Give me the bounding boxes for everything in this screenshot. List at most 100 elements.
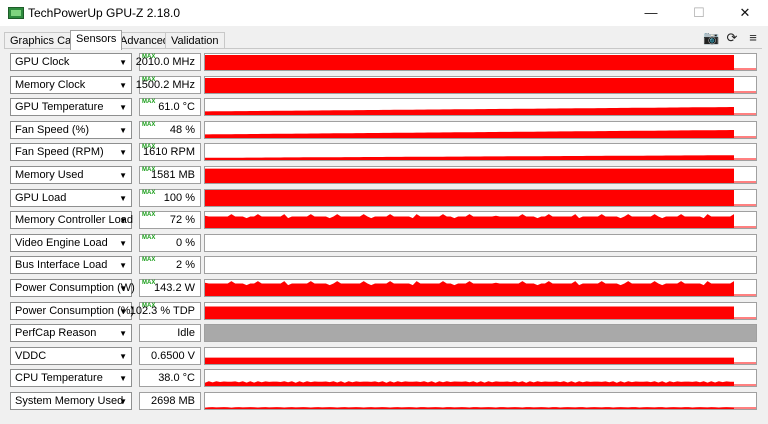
sensor-value: 1581 MB — [150, 169, 195, 181]
sensor-graph-plot — [205, 189, 756, 206]
sensor-value-box: MAX 2010.0 MHz — [135, 53, 201, 71]
refresh-icon[interactable]: ⟳ — [726, 30, 738, 45]
tab-graphics-card[interactable]: Graphics Card — [4, 32, 87, 49]
sensor-name-dropdown[interactable]: Power Consumption (W) ▼ — [10, 279, 135, 297]
dropdown-arrow-icon: ▼ — [119, 171, 127, 180]
dropdown-arrow-icon: ▼ — [119, 216, 127, 226]
sensor-graph — [204, 392, 757, 410]
sensor-name-dropdown[interactable]: GPU Temperature ▼ — [10, 98, 132, 117]
sensor-graph-area — [205, 381, 734, 387]
maximize-button[interactable]: ☐ — [693, 5, 705, 20]
sensor-name-dropdown[interactable]: Power Consumption (%) ▼ — [10, 301, 135, 320]
sensor-value-box: MAX 48 % — [139, 120, 201, 139]
sensor-graph-plot — [205, 155, 756, 161]
max-badge: MAX — [142, 189, 156, 196]
sensor-name-dropdown[interactable]: Memory Used ▼ — [10, 166, 132, 184]
sensor-value: 48 % — [169, 123, 195, 136]
sensor-name-label: VDDC — [15, 349, 47, 362]
sensor-name-dropdown[interactable]: CPU Temperature ▼ — [10, 369, 132, 388]
sensor-value-box: Idle — [139, 324, 201, 343]
sensor-name-dropdown[interactable]: Bus Interface Load ▼ — [10, 256, 132, 275]
max-badge: MAX — [142, 99, 156, 106]
sensor-graph-plot — [205, 381, 756, 387]
sensor-graph-plot — [205, 306, 756, 319]
sensor-name-dropdown[interactable]: Fan Speed (RPM) ▼ — [10, 143, 132, 162]
sensor-value: 0 % — [176, 236, 195, 249]
sensor-graph-plot — [205, 77, 756, 93]
tab-validation[interactable]: Validation — [165, 32, 225, 49]
sensor-graph-area — [205, 129, 734, 138]
sensor-value: 2010.0 MHz — [135, 56, 195, 68]
sensor-row-memory-used: Memory Used ▼ MAX 1581 MB — [10, 166, 758, 185]
sensor-value: 143.2 W — [154, 282, 195, 294]
sensor-row-video-engine-load: Video Engine Load ▼ MAX 0 % — [10, 233, 758, 253]
sensor-graph — [204, 53, 757, 71]
sensor-graph-plot — [205, 281, 756, 296]
sensor-graph-area — [205, 357, 734, 364]
dropdown-arrow-icon: ▼ — [119, 329, 127, 339]
dropdown-arrow-icon: ▼ — [119, 261, 127, 271]
close-button[interactable]: ✕ — [739, 5, 751, 20]
sensor-name-dropdown[interactable]: Memory Clock ▼ — [10, 75, 132, 94]
sensor-value: 2698 MB — [150, 395, 195, 407]
sensor-name-dropdown[interactable]: Fan Speed (%) ▼ — [10, 120, 132, 139]
sensor-graph-area — [205, 306, 734, 319]
dropdown-arrow-icon: ▼ — [119, 80, 127, 90]
sensor-value: 100 % — [163, 191, 195, 204]
sensor-value: 0.6500 V — [150, 349, 195, 362]
sensor-graph-plot — [205, 107, 756, 116]
dropdown-arrow-icon: ▼ — [119, 351, 127, 361]
sensor-row-memory-controller-load: Memory Controller Load ▼ MAX 72 % — [10, 211, 758, 230]
max-badge: MAX — [142, 302, 156, 309]
sensor-name-dropdown[interactable]: GPU Clock ▼ — [10, 53, 132, 71]
max-badge: MAX — [142, 167, 156, 173]
sensor-value-box: MAX 72 % — [139, 211, 201, 230]
sensor-graph — [204, 301, 757, 320]
sensor-graph-area — [205, 168, 734, 183]
minimize-button[interactable]: — — [644, 5, 658, 20]
sensor-row-gpu-temperature: GPU Temperature ▼ MAX 61.0 °C — [10, 98, 758, 117]
tab-sensors[interactable]: Sensors — [70, 30, 123, 50]
sensor-graph — [204, 279, 757, 297]
sensor-name-label: CPU Temperature — [15, 372, 103, 385]
sensor-graph — [204, 346, 757, 365]
tab-panel-border — [4, 48, 762, 49]
sensor-row-cpu-temperature: CPU Temperature ▼ 38.0 °C — [10, 369, 758, 388]
sensor-name-label: Power Consumption (%) — [15, 304, 135, 317]
max-badge: MAX — [142, 76, 156, 83]
sensor-value: 38.0 °C — [158, 372, 195, 385]
sensor-name-dropdown[interactable]: VDDC ▼ — [10, 346, 132, 365]
sensor-name-dropdown[interactable]: PerfCap Reason ▼ — [10, 324, 132, 343]
sensor-name-label: PerfCap Reason — [15, 327, 97, 340]
sensor-name-label: Fan Speed (%) — [15, 123, 89, 136]
sensor-value-box: MAX 0 % — [139, 233, 201, 252]
sensor-name-dropdown[interactable]: Video Engine Load ▼ — [10, 233, 132, 252]
perfcap-fill — [205, 325, 756, 342]
sensor-row-vddc: VDDC ▼ 0.6500 V — [10, 346, 758, 366]
sensor-graph — [204, 120, 757, 139]
sensor-name-label: System Memory Used — [15, 395, 124, 407]
camera-icon[interactable]: 📷 — [703, 30, 720, 45]
sensor-graph-area — [205, 189, 734, 206]
sensor-value-box: MAX 102.3 % TDP — [130, 301, 201, 320]
sensor-value: Idle — [177, 327, 195, 340]
sensor-name-label: Video Engine Load — [15, 236, 108, 249]
sensor-graph-area — [205, 55, 734, 70]
dropdown-arrow-icon: ▼ — [119, 125, 127, 135]
max-badge: MAX — [142, 144, 156, 151]
sensor-name-label: GPU Temperature — [15, 101, 104, 114]
menu-icon[interactable]: ≡ — [749, 30, 757, 45]
sensor-name-dropdown[interactable]: Memory Controller Load ▼ — [10, 211, 133, 230]
dropdown-arrow-icon: ▼ — [119, 397, 127, 406]
sensor-row-gpu-load: GPU Load ▼ MAX 100 % — [10, 188, 758, 208]
sensor-graph — [204, 143, 757, 162]
sensor-row-perfcap-reason: PerfCap Reason ▼ Idle — [10, 324, 758, 343]
sensor-value-box: MAX 61.0 °C — [139, 98, 201, 117]
sensor-name-label: Memory Used — [15, 169, 84, 181]
max-badge: MAX — [142, 280, 156, 286]
sensor-graph-plot — [205, 55, 756, 70]
sensor-name-dropdown[interactable]: GPU Load ▼ — [10, 188, 132, 207]
max-badge: MAX — [142, 121, 156, 128]
sensor-graph-area — [205, 407, 734, 409]
sensor-name-dropdown[interactable]: System Memory Used ▼ — [10, 392, 132, 410]
